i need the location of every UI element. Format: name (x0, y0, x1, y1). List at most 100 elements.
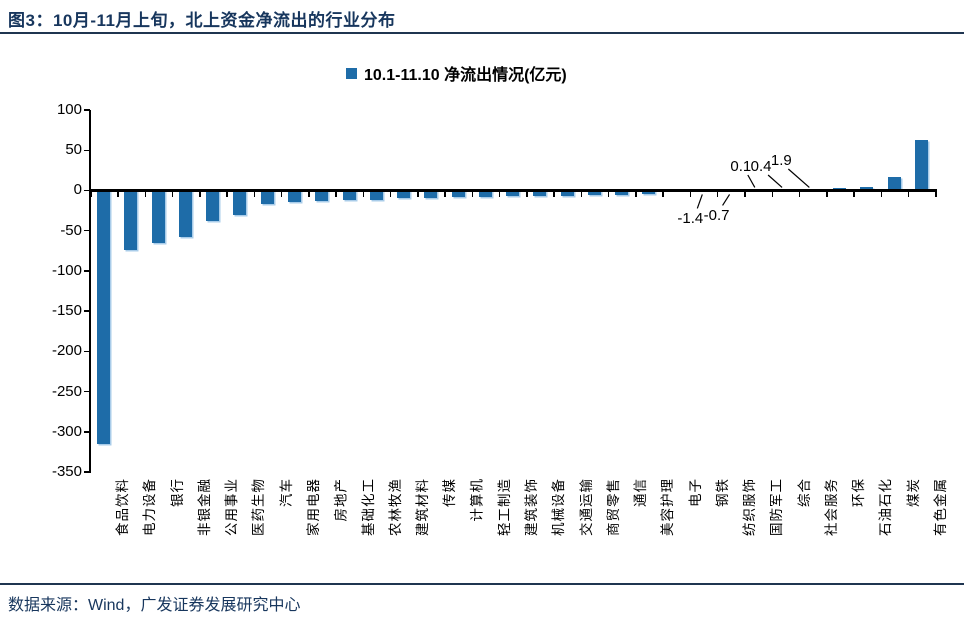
category-label-煤炭: 煤炭 (905, 478, 921, 507)
category-tick (553, 191, 555, 198)
bar-农林牧渔 (369, 190, 383, 201)
category-tick (689, 191, 692, 198)
y-tick (84, 270, 90, 272)
y-tick (84, 350, 90, 353)
y-tick (84, 431, 90, 433)
figure-title: 图3：10月-11月上旬，北上资金净流出的行业分布 (8, 11, 396, 30)
category-label-计算机: 计算机 (469, 478, 485, 522)
category-label-通信: 通信 (633, 478, 648, 507)
category-tick (144, 191, 146, 198)
category-tick (880, 191, 882, 198)
category-tick (308, 191, 310, 198)
category-label-综合: 综合 (796, 478, 812, 507)
bar-房地产 (315, 190, 329, 201)
y-tick (84, 390, 90, 393)
category-tick (280, 191, 283, 198)
bar-通信 (615, 190, 628, 195)
bar-计算机 (451, 190, 465, 198)
category-tick (471, 191, 474, 198)
category-tick (826, 191, 828, 198)
data-source: 数据来源：Wind，广发证券发展研究中心 (8, 597, 301, 614)
category-label-有色金属: 有色金属 (932, 478, 948, 536)
bar-建筑材料 (397, 190, 410, 199)
y-tick (84, 229, 90, 232)
category-label-家用电器: 家用电器 (305, 478, 321, 536)
value-label-社会服务: 1.9 (770, 152, 792, 169)
category-tick (417, 191, 419, 198)
bar-环保 (833, 187, 847, 191)
category-label-商贸零售: 商贸零售 (605, 478, 621, 536)
category-label-交通运输: 交通运输 (578, 478, 594, 536)
bar-银行 (151, 190, 165, 243)
category-tick (853, 191, 855, 198)
y-tick-label: 0 (73, 181, 82, 199)
category-tick (607, 191, 610, 198)
category-label-非银金融: 非银金融 (196, 478, 212, 536)
category-tick (253, 191, 255, 198)
category-tick (199, 191, 201, 198)
category-tick (117, 191, 119, 198)
bar-汽车 (260, 190, 274, 205)
y-tick-label: -150 (51, 302, 82, 320)
legend-swatch-icon (346, 67, 357, 79)
y-tick-label: -50 (60, 221, 82, 239)
bar-机械设备 (533, 190, 547, 196)
category-label-食品饮料: 食品饮料 (115, 478, 131, 536)
value-label-纺织服饰: -0.7 (703, 207, 730, 225)
category-label-电力设备: 电力设备 (142, 478, 158, 536)
category-tick (716, 191, 719, 198)
category-label-建筑材料: 建筑材料 (415, 478, 430, 536)
y-tick-label: -300 (51, 422, 82, 440)
category-tick (389, 191, 392, 198)
category-tick (444, 191, 446, 198)
category-label-社会服务: 社会服务 (823, 478, 839, 536)
bar-传媒 (424, 190, 438, 198)
category-tick (362, 191, 365, 198)
category-label-建筑装饰: 建筑装饰 (524, 478, 539, 536)
y-tick (84, 109, 90, 111)
y-tick-label: -250 (51, 382, 82, 400)
value-label-综合: 0.4 (750, 158, 772, 175)
category-tick (662, 191, 664, 198)
bar-交通运输 (560, 190, 574, 196)
category-tick (526, 191, 528, 198)
bar-建筑装饰 (506, 190, 519, 197)
category-label-轻工制造: 轻工制造 (496, 478, 512, 536)
bar-有色金属 (914, 139, 928, 191)
category-label-机械设备: 机械设备 (551, 478, 567, 536)
y-tick (84, 189, 90, 192)
y-tick-label: -200 (51, 342, 82, 360)
bar-基础化工 (342, 190, 356, 201)
category-tick (744, 191, 746, 198)
category-label-环保: 环保 (851, 478, 867, 507)
bar-石油石化 (860, 187, 874, 191)
category-label-钢铁: 钢铁 (714, 478, 730, 507)
y-tick-label: 100 (56, 101, 82, 118)
category-tick (226, 191, 228, 198)
category-tick (90, 191, 92, 198)
footer-divider (0, 583, 964, 585)
value-label-国防军工: 0.1 (730, 158, 752, 175)
bar-轻工制造 (478, 190, 492, 197)
category-label-医药生物: 医药生物 (251, 478, 267, 536)
bar-电力设备 (124, 190, 138, 250)
category-tick (580, 191, 583, 198)
category-label-国防军工: 国防军工 (769, 478, 785, 536)
x-axis-line (89, 189, 937, 192)
category-tick (335, 191, 337, 198)
category-label-传媒: 传媒 (442, 478, 458, 507)
bar-美容护理 (642, 190, 656, 194)
bar-医药生物 (233, 190, 247, 216)
category-label-石油石化: 石油石化 (878, 478, 894, 536)
bar-非银金融 (178, 190, 192, 238)
y-axis-line (89, 110, 91, 473)
value-label-钢铁: -1.4 (677, 210, 704, 228)
title-divider (0, 32, 964, 34)
category-label-纺织服饰: 纺织服饰 (742, 478, 758, 536)
category-label-银行: 银行 (169, 478, 185, 507)
y-tick (84, 471, 90, 473)
category-label-电子: 电子 (687, 478, 703, 507)
legend-label: 10.1-11.10 净流出情况(亿元) (364, 67, 567, 84)
bar-煤炭 (887, 176, 901, 191)
bar-食品饮料 (97, 190, 111, 444)
